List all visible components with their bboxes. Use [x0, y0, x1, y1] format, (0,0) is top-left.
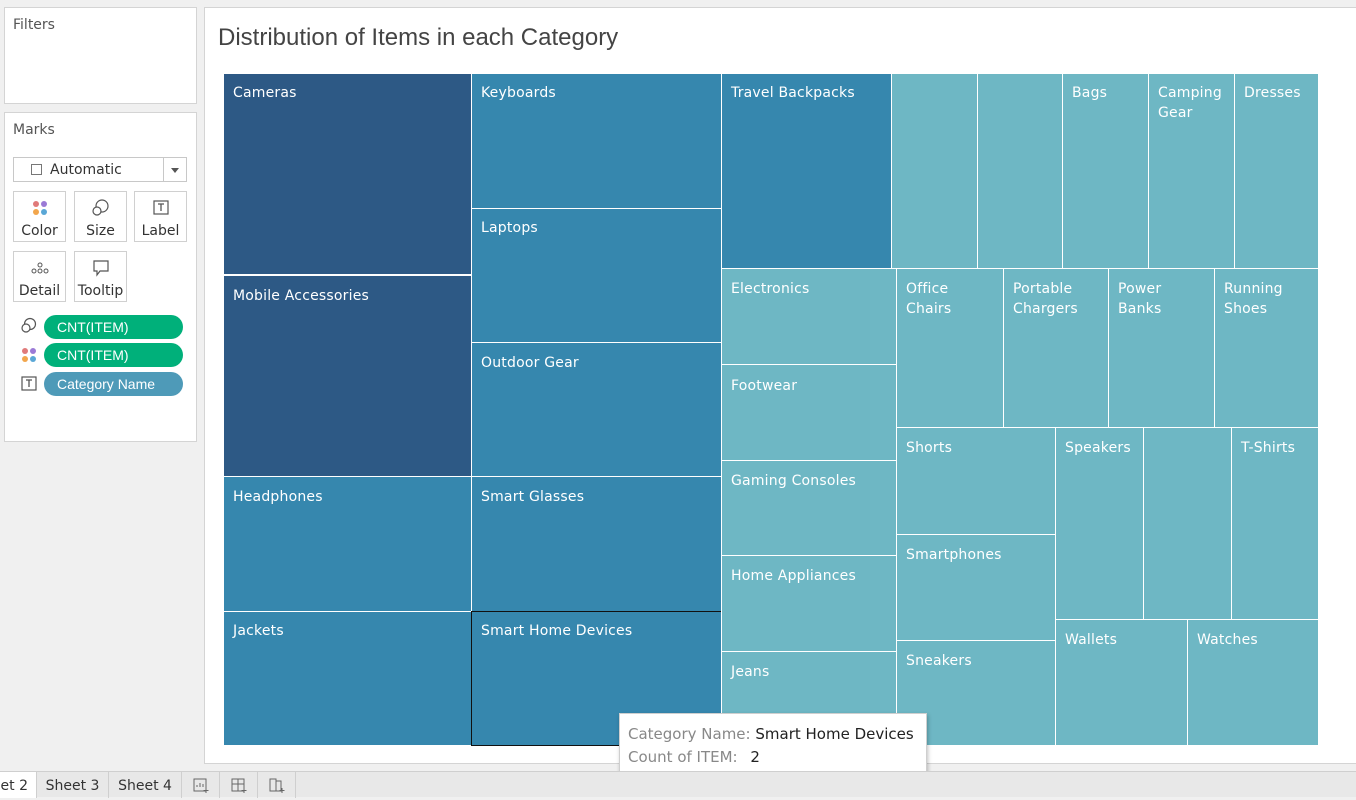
treemap-tile-t-shirts[interactable]: T-Shirts	[1231, 427, 1319, 620]
treemap-tile-unlabeled[interactable]	[891, 73, 978, 269]
treemap-tile-footwear[interactable]: Footwear	[721, 364, 897, 461]
treemap-tile-gaming-consoles[interactable]: Gaming Consoles	[721, 460, 897, 556]
label-card-button[interactable]: Label	[134, 191, 187, 242]
detail-card-label: Detail	[18, 283, 61, 299]
treemap-tile-jackets[interactable]: Jackets	[223, 611, 472, 746]
tooltip-count-value: 2	[750, 748, 760, 766]
label-card-label: Label	[141, 223, 180, 239]
color-icon	[20, 346, 38, 364]
treemap-tile-keyboards[interactable]: Keyboards	[471, 73, 722, 209]
treemap-tile-power-banks[interactable]: Power Banks	[1108, 268, 1215, 428]
mark-type-value: Automatic	[50, 162, 122, 178]
color-icon	[32, 201, 47, 215]
tooltip-count-key: Count of ITEM:	[628, 748, 738, 766]
filters-panel[interactable]: Filters	[4, 7, 197, 104]
treemap-tile-cameras[interactable]: Cameras	[223, 73, 472, 275]
viz-title: Distribution of Items in each Category	[218, 24, 619, 51]
label-icon	[152, 200, 169, 215]
treemap-tile-dresses[interactable]: Dresses	[1234, 73, 1319, 269]
treemap-tile-outdoor-gear[interactable]: Outdoor Gear	[471, 342, 722, 477]
tab-sheet-2[interactable]: et 2	[0, 772, 37, 798]
size-icon	[20, 317, 38, 335]
label-field-pill[interactable]: Category Name	[44, 372, 183, 396]
new-dashboard-icon	[231, 778, 246, 793]
filters-title: Filters	[13, 17, 55, 33]
size-card-label: Size	[86, 223, 115, 239]
tooltip-icon	[92, 260, 109, 277]
tab-sheet-4[interactable]: Sheet 4	[109, 772, 182, 798]
treemap-tile-shorts[interactable]: Shorts	[896, 427, 1056, 535]
sheet-tab-bar: et 2 Sheet 3 Sheet 4	[0, 771, 1356, 798]
treemap-tile-bags[interactable]: Bags	[1062, 73, 1149, 269]
size-icon	[91, 199, 109, 216]
color-field-pill[interactable]: CNT(ITEM)	[44, 343, 183, 367]
tab-sheet-3[interactable]: Sheet 3	[37, 772, 109, 798]
mark-type-dropdown[interactable]: Automatic	[13, 157, 187, 182]
detail-card-button[interactable]: Detail	[13, 251, 66, 302]
size-field-pill[interactable]: CNT(ITEM)	[44, 315, 183, 339]
marks-title: Marks	[13, 122, 55, 138]
treemap-tile-home-appliances[interactable]: Home Appliances	[721, 555, 897, 652]
treemap-tile-smart-glasses[interactable]: Smart Glasses	[471, 476, 722, 612]
tooltip-card-label: Tooltip	[77, 283, 124, 299]
detail-icon	[31, 262, 48, 274]
treemap-tile-smartphones[interactable]: Smartphones	[896, 534, 1056, 641]
treemap-tile-camping-gear[interactable]: Camping Gear	[1148, 73, 1235, 269]
treemap-tile-office-chairs[interactable]: Office Chairs	[896, 268, 1004, 428]
treemap-tile-wallets[interactable]: Wallets	[1055, 619, 1188, 746]
new-worksheet-button[interactable]	[182, 772, 220, 798]
treemap-tile-travel-backpacks[interactable]: Travel Backpacks	[721, 73, 892, 269]
treemap-tile-running-shoes[interactable]: Running Shoes	[1214, 268, 1319, 428]
treemap-tile-portable-chargers[interactable]: Portable Chargers	[1003, 268, 1109, 428]
mark-tooltip: Category Name: Smart Home Devices Count …	[619, 713, 927, 779]
treemap-tile-laptops[interactable]: Laptops	[471, 208, 722, 343]
chevron-down-icon[interactable]	[163, 158, 186, 181]
new-dashboard-button[interactable]	[220, 772, 258, 798]
new-story-icon	[269, 778, 284, 793]
new-worksheet-icon	[193, 778, 208, 793]
treemap-tile-headphones[interactable]: Headphones	[223, 476, 472, 612]
treemap-tile-speakers[interactable]: Speakers	[1055, 427, 1144, 620]
color-card-button[interactable]: Color	[13, 191, 66, 242]
treemap-tile-unlabeled[interactable]	[977, 73, 1063, 269]
color-card-label: Color	[21, 223, 58, 239]
tooltip-category-key: Category Name:	[628, 725, 751, 743]
treemap-tile-unlabeled[interactable]	[1143, 427, 1232, 620]
size-card-button[interactable]: Size	[74, 191, 127, 242]
new-story-button[interactable]	[258, 772, 296, 798]
label-icon	[20, 375, 38, 393]
automatic-mark-icon	[31, 164, 42, 175]
treemap-tile-electronics[interactable]: Electronics	[721, 268, 897, 365]
treemap-tile-watches[interactable]: Watches	[1187, 619, 1319, 746]
tooltip-card-button[interactable]: Tooltip	[74, 251, 127, 302]
treemap-tile-mobile-accessories[interactable]: Mobile Accessories	[223, 275, 472, 477]
tooltip-category-value: Smart Home Devices	[755, 725, 914, 743]
